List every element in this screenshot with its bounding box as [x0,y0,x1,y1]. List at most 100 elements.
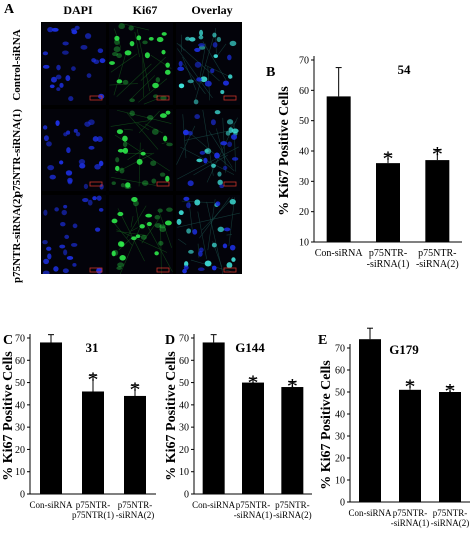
column-header-ki67: Ki67 [132,3,158,17]
chart-d-ylabel: % Ki67 Positive Cells [164,351,179,481]
chart-c-ylabel: % Ki67 Positive Cells [1,351,16,481]
row-label-p75ntr-1: p75NTR-siRNA(1) [11,109,23,197]
y-tick-label: 40 [335,410,345,421]
panel-a-letter: A [4,2,15,17]
scale-bar-ki67-row-3 [156,267,170,273]
scale-bar-dapi-row-3 [89,267,103,273]
x-category-label: Con-siRNA [348,508,392,518]
bar [281,387,304,494]
y-tick-label: 30 [335,432,345,443]
micrograph-ki67-row-1 [109,22,173,105]
micrograph-overlay-row-2 [176,109,240,191]
scale-bar-dapi-row-2 [89,181,103,187]
row-label-p75ntr-2: p75NTR-siRNA(2) [11,195,23,283]
scale-bar-overlay-row-3 [223,267,237,273]
y-tick-label: 70 [15,334,25,345]
scale-bar-overlay-row-2 [223,181,237,187]
microscopy-images [42,22,240,277]
x-category-label: p75NTR--siRNA(2) [116,500,155,520]
significance-marker: * [383,146,394,171]
y-tick-label: 0 [20,490,25,501]
y-tick-label: 60 [179,356,189,367]
y-tick-label: 50 [15,378,25,389]
bar [124,395,146,494]
micrograph-dapi-row-2 [42,109,106,191]
bar [326,96,351,243]
micrograph-overlay-row-3 [176,195,240,277]
scale-bar-dapi-row-1 [89,95,103,101]
significance-marker: * [287,373,298,398]
chart-c-title: 31 [86,340,99,355]
y-tick-label: 40 [179,400,189,411]
micrograph-dapi-row-3 [42,195,106,277]
y-tick-label: 20 [335,454,345,465]
row-label-control: Control-siRNA [11,29,23,101]
bar [399,389,421,502]
y-tick-label: 70 [299,56,309,67]
panel-b-letter: B [266,65,275,80]
y-tick-label: 0 [184,490,189,501]
y-tick-label: 10 [179,467,189,478]
x-category-label: p75NTR--siRNA(1) [234,500,273,520]
chart-e-ylabel: % Ki67 Positive Cells [319,360,334,490]
x-category-label: p75NTR--siRNA(2) [431,508,470,528]
y-tick-label: 20 [179,445,189,456]
chart-b-ylabel: % Ki67 Positive Cells [277,86,292,216]
micrograph-ki67-row-3 [109,195,173,277]
significance-marker: * [88,367,99,392]
y-tick-label: 50 [299,116,309,127]
bar [40,342,62,494]
scale-bar-ki67-row-1 [156,95,170,101]
chart-b-title: 54 [398,62,412,77]
panel-e-letter: E [318,333,327,348]
column-header-dapi: DAPI [63,3,93,17]
chart-e: E G179 % Ki67 Positive Cells 0 10 20 30 40 50 60 7… [318,327,470,528]
y-tick-label: 50 [179,378,189,389]
bar [202,342,225,494]
y-tick-label: 70 [335,344,345,355]
bar [359,339,381,502]
significance-marker: * [405,374,416,399]
y-tick-label: 60 [299,86,309,97]
x-category-label: p75NTR--siRNA(2) [416,248,459,270]
significance-marker: * [445,379,456,404]
x-category-label: p75NTR-p75NTR(1) [72,500,114,520]
chart-d: D G144 % Ki67 Positive Cells 0 10 20 30 40 50 60 7… [164,333,312,520]
bar [439,392,461,502]
y-tick-label: 10 [335,476,345,487]
chart-b: B 54 % Ki67 Positive Cells 10 20 30 40 50 60 70 Co… [266,56,462,270]
x-category-label: Con-siRNA [192,500,236,510]
significance-marker: * [130,377,141,402]
micrograph-dapi-row-1 [42,23,106,105]
x-category-label: p75NTR--siRNA(2) [273,500,312,520]
significance-marker: * [432,141,443,166]
chart-d-title: G144 [235,340,265,355]
y-tick-label: 40 [299,147,309,158]
x-category-label: Con-siRNA [29,500,73,510]
y-tick-label: 40 [15,400,25,411]
y-tick-label: 20 [299,207,309,218]
y-tick-label: 30 [179,423,189,434]
chart-e-title: G179 [389,342,419,357]
bar [82,391,104,494]
y-tick-label: 20 [15,445,25,456]
scale-bar-ki67-row-2 [156,181,170,187]
y-tick-label: 10 [299,238,309,249]
micrograph-overlay-row-1 [176,23,240,105]
microscopy-grid [41,22,242,277]
y-tick-label: 70 [179,334,189,345]
panel-c-letter: C [3,333,13,348]
y-tick-label: 60 [335,366,345,377]
column-header-overlay: Overlay [191,3,233,17]
scale-bar-overlay-row-1 [223,95,237,101]
x-category-label: Con-siRNA [315,248,364,259]
y-tick-label: 30 [299,177,309,188]
chart-c: C 31 % Ki67 Positive Cells 0 10 20 30 40 50 60 70 C… [1,333,156,520]
y-tick-label: 60 [15,356,25,367]
micrograph-ki67-row-2 [109,109,173,191]
bar [376,163,400,242]
x-category-label: p75NTR--siRNA(1) [391,508,430,528]
y-tick-label: 50 [335,388,345,399]
y-tick-label: 10 [15,467,25,478]
y-tick-label: 30 [15,423,25,434]
